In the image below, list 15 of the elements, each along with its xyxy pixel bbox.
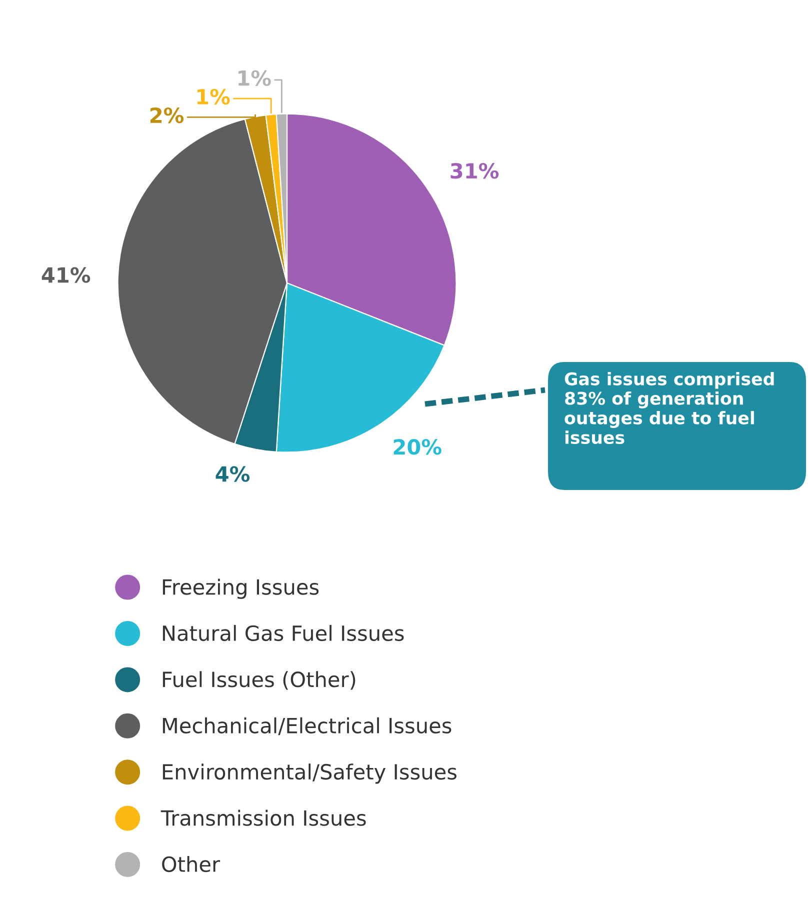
legend-label: Environmental/Safety Issues (162, 764, 456, 784)
legend-label: Natural Gas Fuel Issues (162, 624, 404, 642)
legend-label: Fuel Issues (Other) (162, 671, 356, 690)
text: Gas issues comprised 83% of generation outages due to fuel issues (564, 372, 774, 444)
data-label: 2% (150, 107, 184, 124)
data-label: 41% (42, 267, 90, 283)
data-label: 1% (238, 70, 271, 86)
legend-label: Mechanical/Electrical Issues (162, 717, 452, 736)
legend-label: Transmission Issues (160, 810, 366, 826)
data-label: 4% (216, 466, 250, 482)
legend-label: Other (162, 856, 220, 872)
data-label: 31% (450, 162, 499, 179)
legend-label: Freezing Issues (162, 578, 319, 599)
data-label: 1% (197, 88, 230, 105)
data-label: 20% (394, 439, 442, 455)
